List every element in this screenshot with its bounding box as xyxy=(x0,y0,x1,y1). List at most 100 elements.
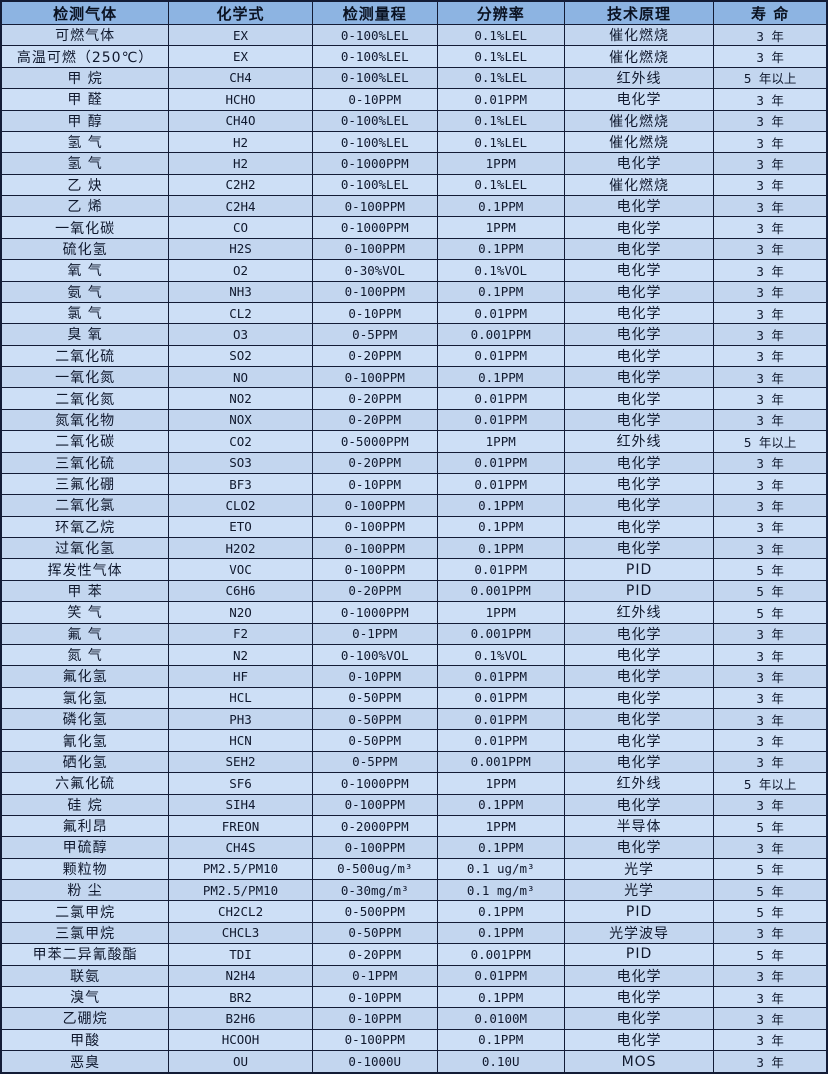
cell-range: 0-20PPM xyxy=(311,579,438,603)
cell-range: 0-20PPM xyxy=(311,387,438,410)
cell-gas-name: 高温可燃（250℃） xyxy=(0,45,170,68)
cell-principle: PID xyxy=(563,579,715,603)
cell-formula: OU xyxy=(168,1050,313,1074)
cell-resolution: 1PPM xyxy=(436,772,565,795)
cell-resolution: 1PPM xyxy=(436,814,565,838)
cell-lifespan: 5 年以上 xyxy=(713,430,828,453)
cell-lifespan: 3 年 xyxy=(713,964,828,987)
cell-principle: 电化学 xyxy=(563,194,715,218)
cell-range: 0-100%LEL xyxy=(311,130,438,154)
cell-formula: CH2CL2 xyxy=(168,900,313,923)
cell-formula: NO2 xyxy=(168,387,313,410)
cell-resolution: 0.1PPM xyxy=(436,536,565,560)
cell-range: 0-50PPM xyxy=(311,729,438,752)
cell-formula: C2H2 xyxy=(168,173,313,197)
cell-principle: 电化学 xyxy=(563,643,715,667)
cell-gas-name: 氟利昂 xyxy=(0,814,170,838)
cell-lifespan: 3 年 xyxy=(713,194,828,218)
cell-resolution: 0.01PPM xyxy=(436,451,565,474)
cell-lifespan: 3 年 xyxy=(713,365,828,389)
cell-range: 0-5PPM xyxy=(311,323,438,346)
cell-range: 0-50PPM xyxy=(311,686,438,710)
cell-formula: NO xyxy=(168,365,313,389)
cell-gas-name: 氨 气 xyxy=(0,280,170,303)
cell-resolution: 0.1PPM xyxy=(436,1028,565,1052)
cell-lifespan: 3 年 xyxy=(713,1028,828,1052)
cell-lifespan: 3 年 xyxy=(713,793,828,816)
cell-gas-name: 可燃气体 xyxy=(0,23,170,47)
table-row: 三氟化硼 BF3 0-10PPM 0.01PPM 电化学 3 年 xyxy=(0,472,828,496)
cell-resolution: 0.10U xyxy=(436,1050,565,1074)
table-row: 甲苯二异氰酸酯 TDI 0-20PPM 0.001PPM PID 5 年 xyxy=(0,943,828,966)
cell-range: 0-20PPM xyxy=(311,943,438,966)
cell-gas-name: 硒化氢 xyxy=(0,750,170,774)
cell-range: 0-100%LEL xyxy=(311,23,438,47)
cell-principle: 催化燃烧 xyxy=(563,173,715,197)
cell-principle: 电化学 xyxy=(563,1028,715,1052)
cell-resolution: 0.1%LEL xyxy=(436,45,565,68)
cell-range: 0-30%VOL xyxy=(311,259,438,282)
table-row: 氯 气 CL2 0-10PPM 0.01PPM 电化学 3 年 xyxy=(0,301,828,325)
cell-range: 0-1000PPM xyxy=(311,216,438,239)
cell-resolution: 0.001PPM xyxy=(436,943,565,966)
cell-formula: SO2 xyxy=(168,344,313,368)
cell-lifespan: 3 年 xyxy=(713,451,828,474)
cell-resolution: 0.1PPM xyxy=(436,280,565,303)
cell-formula: B2H6 xyxy=(168,1007,313,1030)
cell-resolution: 1PPM xyxy=(436,601,565,624)
column-header-range: 检测量程 xyxy=(311,0,438,25)
cell-principle: 电化学 xyxy=(563,665,715,688)
table-row: 硫化氢 H2S 0-100PPM 0.1PPM 电化学 3 年 xyxy=(0,237,828,261)
cell-lifespan: 3 年 xyxy=(713,323,828,346)
cell-gas-name: 笑 气 xyxy=(0,601,170,624)
cell-resolution: 0.1%LEL xyxy=(436,66,565,90)
table-row: 可燃气体 EX 0-100%LEL 0.1%LEL 催化燃烧 3 年 xyxy=(0,23,828,47)
cell-range: 0-100PPM xyxy=(311,280,438,303)
cell-formula: N2O xyxy=(168,601,313,624)
cell-gas-name: 三氧化硫 xyxy=(0,451,170,474)
cell-gas-name: 乙硼烷 xyxy=(0,1007,170,1030)
cell-principle: 催化燃烧 xyxy=(563,45,715,68)
cell-principle: 电化学 xyxy=(563,750,715,774)
cell-gas-name: 甲 醛 xyxy=(0,88,170,111)
cell-range: 0-100PPM xyxy=(311,365,438,389)
cell-principle: 光学 xyxy=(563,857,715,881)
cell-resolution: 0.01PPM xyxy=(436,729,565,752)
cell-resolution: 0.01PPM xyxy=(436,408,565,432)
table-row: 氮氧化物 NOX 0-20PPM 0.01PPM 电化学 3 年 xyxy=(0,408,828,432)
cell-lifespan: 3 年 xyxy=(713,216,828,239)
table-row: 二氧化氯 CLO2 0-100PPM 0.1PPM 电化学 3 年 xyxy=(0,494,828,517)
cell-formula: SO3 xyxy=(168,451,313,474)
cell-range: 0-30mg/m³ xyxy=(311,878,438,902)
cell-principle: MOS xyxy=(563,1050,715,1074)
cell-lifespan: 3 年 xyxy=(713,1007,828,1030)
table-row: 氮 气 N2 0-100%VOL 0.1%VOL 电化学 3 年 xyxy=(0,643,828,667)
cell-lifespan: 5 年 xyxy=(713,814,828,838)
cell-resolution: 0.1%LEL xyxy=(436,173,565,197)
cell-gas-name: 二氯甲烷 xyxy=(0,900,170,923)
cell-formula: O3 xyxy=(168,323,313,346)
cell-resolution: 0.01PPM xyxy=(436,387,565,410)
table-row: 颗粒物 PM2.5/PM10 0-500ug/m³ 0.1 ug/m³ 光学 5… xyxy=(0,857,828,881)
cell-gas-name: 一氧化碳 xyxy=(0,216,170,239)
cell-resolution: 0.0100M xyxy=(436,1007,565,1030)
cell-gas-name: 乙 烯 xyxy=(0,194,170,218)
cell-range: 0-50PPM xyxy=(311,707,438,731)
cell-lifespan: 3 年 xyxy=(713,23,828,47)
cell-gas-name: 恶臭 xyxy=(0,1050,170,1074)
cell-gas-name: 氮氧化物 xyxy=(0,408,170,432)
cell-gas-name: 氯 气 xyxy=(0,301,170,325)
cell-lifespan: 5 年 xyxy=(713,943,828,966)
cell-lifespan: 3 年 xyxy=(713,259,828,282)
cell-gas-name: 甲 烷 xyxy=(0,66,170,90)
cell-principle: 红外线 xyxy=(563,430,715,453)
cell-range: 0-10PPM xyxy=(311,1007,438,1030)
cell-gas-name: 硫化氢 xyxy=(0,237,170,261)
cell-principle: 电化学 xyxy=(563,88,715,111)
cell-lifespan: 3 年 xyxy=(713,729,828,752)
cell-formula: PH3 xyxy=(168,707,313,731)
cell-formula: PM2.5/PM10 xyxy=(168,857,313,881)
cell-gas-name: 氟化氢 xyxy=(0,665,170,688)
cell-resolution: 0.1PPM xyxy=(436,494,565,517)
